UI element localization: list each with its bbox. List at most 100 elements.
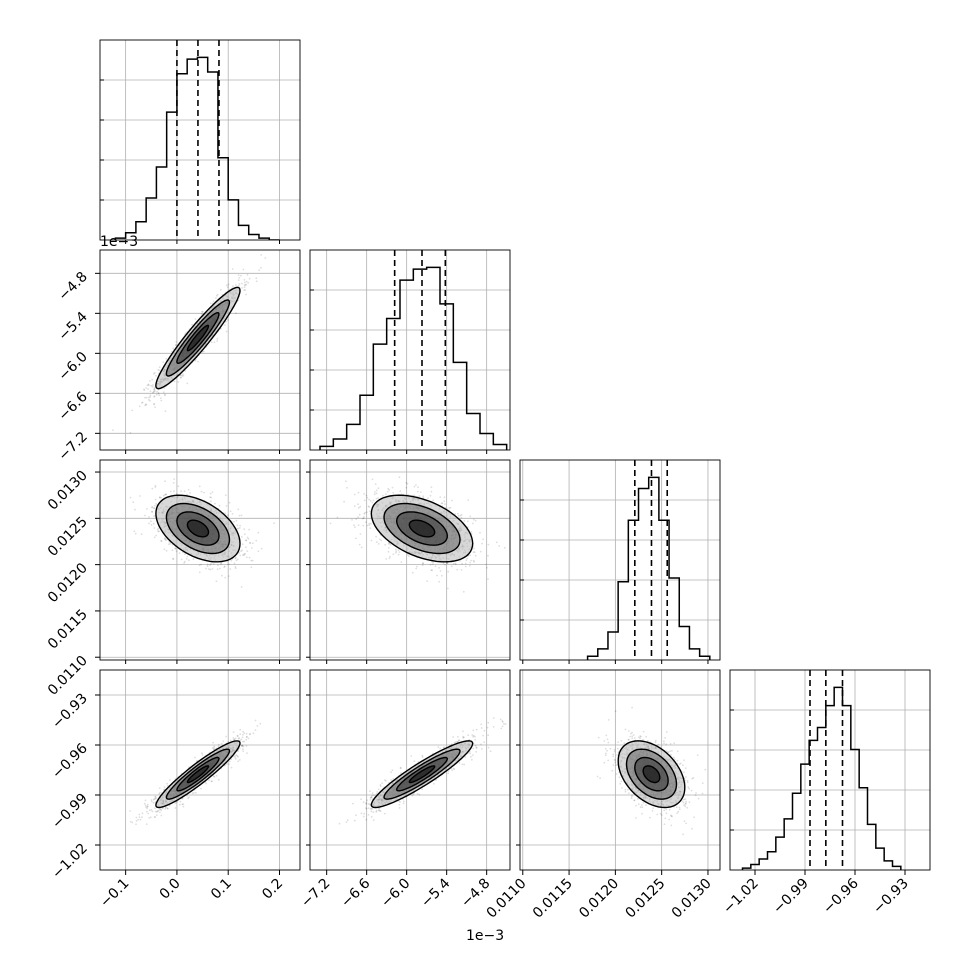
scatter-point — [234, 565, 237, 568]
scatter-point — [391, 486, 394, 489]
scatter-point — [245, 736, 248, 738]
scatter-point — [245, 539, 248, 542]
scatter-point — [243, 281, 246, 284]
scatter-point — [472, 559, 475, 562]
scatter-point — [245, 738, 248, 741]
scatter-point — [183, 560, 186, 563]
scatter-point — [154, 371, 156, 374]
scatter-point — [248, 733, 251, 736]
scatter-point — [236, 528, 239, 530]
scatter-point — [443, 496, 446, 499]
scatter-point — [221, 574, 223, 577]
scatter-point — [198, 485, 201, 488]
scatter-point — [139, 495, 141, 497]
scatter-point — [479, 531, 481, 534]
scatter-point — [240, 744, 243, 747]
scatter-point — [148, 817, 151, 819]
histogram-panel-0 — [99, 39, 301, 241]
scatter-point — [154, 504, 156, 507]
scatter-point — [363, 516, 365, 518]
scatter-point — [408, 555, 410, 557]
scatter-point — [153, 816, 156, 818]
scatter-point — [149, 380, 151, 382]
contour-line — [155, 494, 241, 563]
scatter-point — [158, 366, 161, 369]
scatter-point — [387, 542, 390, 545]
scatter-point — [175, 341, 178, 343]
scatter-point — [466, 557, 469, 560]
scatter-point — [454, 563, 457, 566]
scatter-point — [244, 289, 247, 291]
scatter-point — [355, 537, 357, 540]
scatter-point — [160, 814, 163, 817]
scatter-point — [201, 310, 203, 313]
scatter-point — [366, 524, 369, 527]
scatter-point — [209, 302, 212, 305]
scatter-point — [131, 821, 134, 824]
scatter-point — [467, 499, 470, 501]
scatter-point — [180, 558, 183, 561]
scatter-point — [155, 814, 158, 816]
scatter-point — [166, 782, 169, 785]
scatter-point — [364, 511, 366, 514]
scatter-point — [465, 559, 468, 562]
scatter-point — [224, 324, 226, 326]
scatter-point — [469, 561, 471, 564]
scatter-point — [235, 559, 238, 562]
scatter-point — [246, 752, 248, 755]
scatter-point — [422, 496, 425, 499]
scatter-point — [165, 358, 168, 360]
scatter-point — [201, 754, 204, 756]
scatter-point — [241, 543, 244, 546]
scatter-point — [452, 562, 455, 565]
scatter-point — [151, 506, 153, 509]
scatter-point — [157, 527, 160, 530]
scatter-point — [141, 812, 144, 815]
scatter-point — [241, 287, 243, 289]
scatter-point — [205, 567, 207, 570]
scatter-point — [388, 557, 391, 560]
scatter-point — [183, 490, 186, 493]
scatter-point — [186, 555, 189, 558]
scatter-point — [498, 545, 501, 547]
scatter-point — [187, 488, 190, 491]
scatter-point — [150, 384, 153, 387]
scatter-point — [134, 508, 136, 511]
scatter-point — [229, 568, 232, 570]
scatter-point — [237, 760, 240, 763]
scatter-point — [172, 482, 175, 484]
scatter-point — [132, 501, 135, 504]
scatter-point — [362, 517, 364, 520]
scatter-point — [150, 800, 153, 803]
scatter-point — [457, 514, 460, 517]
scatter-point — [237, 279, 240, 281]
scatter-point — [237, 274, 240, 276]
scatter-point — [246, 550, 249, 552]
scatter-point — [443, 500, 446, 503]
scatter-point — [162, 361, 165, 363]
scatter-point — [365, 511, 368, 514]
scatter-panel-2-1 — [309, 459, 511, 661]
scatter-point — [160, 496, 163, 499]
scatter-point — [469, 565, 471, 567]
scatter-point — [159, 397, 162, 400]
scatter-point — [173, 478, 176, 480]
scatter-point — [357, 524, 360, 526]
scatter-point — [461, 562, 463, 565]
scatter-point — [225, 284, 228, 287]
scatter-point — [160, 399, 163, 402]
scatter-point — [171, 549, 174, 552]
scatter-point — [212, 741, 215, 744]
scatter-point — [194, 359, 197, 362]
scatter-point — [247, 537, 250, 540]
scatter-point — [233, 738, 235, 741]
scatter-point — [368, 506, 370, 508]
scatter-point — [188, 796, 191, 799]
contour-line — [186, 324, 210, 352]
scatter-point — [375, 497, 378, 500]
scatter-point — [178, 552, 181, 554]
scatter-point — [362, 517, 365, 520]
scatter-point — [160, 539, 163, 542]
scatter-point — [240, 274, 242, 277]
scatter-point — [237, 284, 240, 287]
